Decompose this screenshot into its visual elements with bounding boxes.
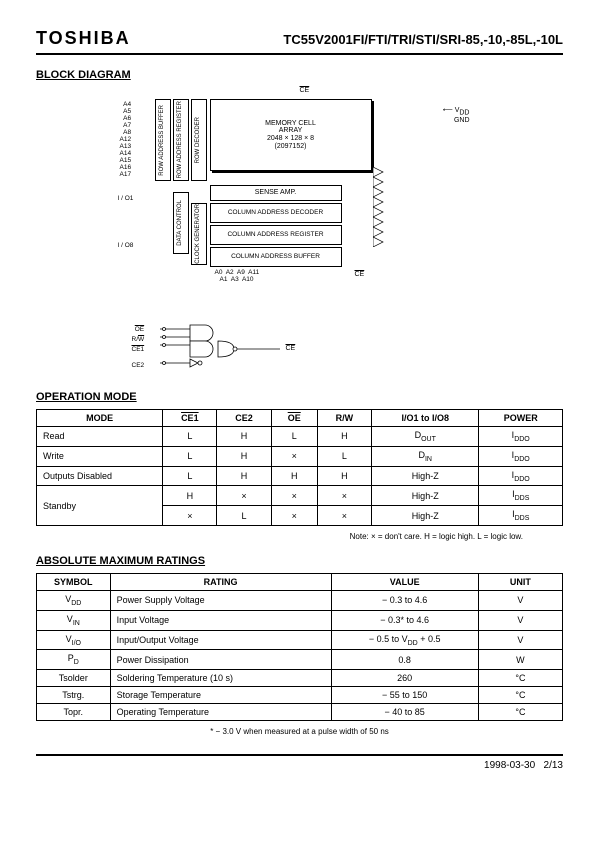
- col-unit: UNIT: [478, 573, 562, 590]
- col-mode: MODE: [37, 410, 163, 427]
- col-ce2: CE2: [217, 410, 271, 427]
- block-data-control: DATA CONTROL: [173, 192, 189, 254]
- table-row: TsolderSoldering Temperature (10 s)260°C: [37, 670, 563, 687]
- table-row: WriteLH×LDINIDDO: [37, 446, 563, 466]
- table-row: Tstrg.Storage Temperature− 55 to 150°C: [37, 687, 563, 704]
- label-ce-out: CE: [286, 345, 296, 353]
- block-row-address-buffer: ROW ADDRESS BUFFER: [155, 99, 171, 181]
- table-row: ReadLHLHDOUTIDDO: [37, 427, 563, 447]
- col-address-pins: A0 A2 A9 A11 A1 A3 A10: [215, 269, 260, 283]
- brand-logo: TOSHIBA: [36, 28, 131, 49]
- col-value: VALUE: [331, 573, 478, 590]
- label-vdd: ⟵ VDD: [443, 107, 470, 117]
- col-io: I/O1 to I/O8: [371, 410, 478, 427]
- block-memory-cell-array: MEMORY CELL ARRAY 2048 × 128 × 8 (209715…: [210, 99, 372, 171]
- section-title-operation-mode: OPERATION MODE: [36, 391, 563, 403]
- col-power: POWER: [479, 410, 563, 427]
- label-io8: I / O8: [118, 242, 134, 249]
- control-pin-labels: OE R/W CE1 CE2: [132, 325, 145, 371]
- table-header-row: SYMBOL RATING VALUE UNIT: [37, 573, 563, 590]
- col-ce1: CE1: [163, 410, 217, 427]
- block-col-addr-buffer: COLUMN ADDRESS BUFFER: [210, 247, 342, 267]
- label-ce-right: CE: [355, 271, 365, 279]
- col-oe: OE: [271, 410, 317, 427]
- block-row-address-register: ROW ADDRESS REGISTER: [173, 99, 189, 181]
- label-ce-top: CE: [300, 87, 310, 95]
- block-row-decoder: ROW DECODER: [191, 99, 207, 181]
- col-rating: RATING: [110, 573, 331, 590]
- table-row: Outputs DisabledLHHHHigh-ZIDDO: [37, 466, 563, 486]
- row-address-pins: A4 A5 A6 A7 A8 A12 A13 A14 A15 A16 A17: [120, 101, 132, 178]
- table-row: VI/OInput/Output Voltage− 0.5 to VDD + 0…: [37, 630, 563, 650]
- page-footer: 1998-03-30 2/13: [36, 754, 563, 771]
- table-row: PDPower Dissipation0.8W: [37, 650, 563, 670]
- col-symbol: SYMBOL: [37, 573, 111, 590]
- page-header: TOSHIBA TC55V2001FI/FTI/TRI/STI/SRI-85,-…: [36, 28, 563, 55]
- table-row: VDDPower Supply Voltage− 0.3 to 4.6V: [37, 590, 563, 610]
- block-diagram: CE ⟵ VDD GND A4 A5 A6 A7 A8 A12 A13 A14 …: [110, 87, 490, 377]
- operation-mode-note: Note: × = don't care. H = logic high. L …: [36, 532, 563, 541]
- label-gnd: GND: [454, 117, 470, 125]
- label-io1: I / O1: [118, 195, 134, 202]
- block-clock-generator: CLOCK GENERATOR: [191, 203, 207, 265]
- abs-max-note: * − 3.0 V when measured at a pulse width…: [36, 727, 563, 736]
- col-rw: R/W: [317, 410, 371, 427]
- section-title-abs-max: ABSOLUTE MAXIMUM RATINGS: [36, 555, 563, 567]
- table-header-row: MODE CE1 CE2 OE R/W I/O1 to I/O8 POWER: [37, 410, 563, 427]
- io-buffers-icon: [373, 167, 403, 250]
- block-col-addr-decoder: COLUMN ADDRESS DECODER: [210, 203, 342, 223]
- part-number: TC55V2001FI/FTI/TRI/STI/SRI-85,-10,-85L,…: [283, 32, 563, 47]
- table-row: StandbyH×××High-ZIDDS: [37, 486, 563, 506]
- abs-max-table: SYMBOL RATING VALUE UNIT VDDPower Supply…: [36, 573, 563, 721]
- table-row: VINInput Voltage− 0.3* to 4.6V: [37, 610, 563, 630]
- block-col-addr-register: COLUMN ADDRESS REGISTER: [210, 225, 342, 245]
- section-title-block-diagram: BLOCK DIAGRAM: [36, 69, 563, 81]
- block-sense-amp: SENSE AMP.: [210, 185, 342, 201]
- operation-mode-table: MODE CE1 CE2 OE R/W I/O1 to I/O8 POWER R…: [36, 409, 563, 526]
- footer-date: 1998-03-30: [484, 760, 535, 771]
- footer-page: 2/13: [544, 760, 563, 771]
- control-gates-icon: [160, 323, 290, 376]
- table-row: Topr.Operating Temperature− 40 to 85°C: [37, 704, 563, 721]
